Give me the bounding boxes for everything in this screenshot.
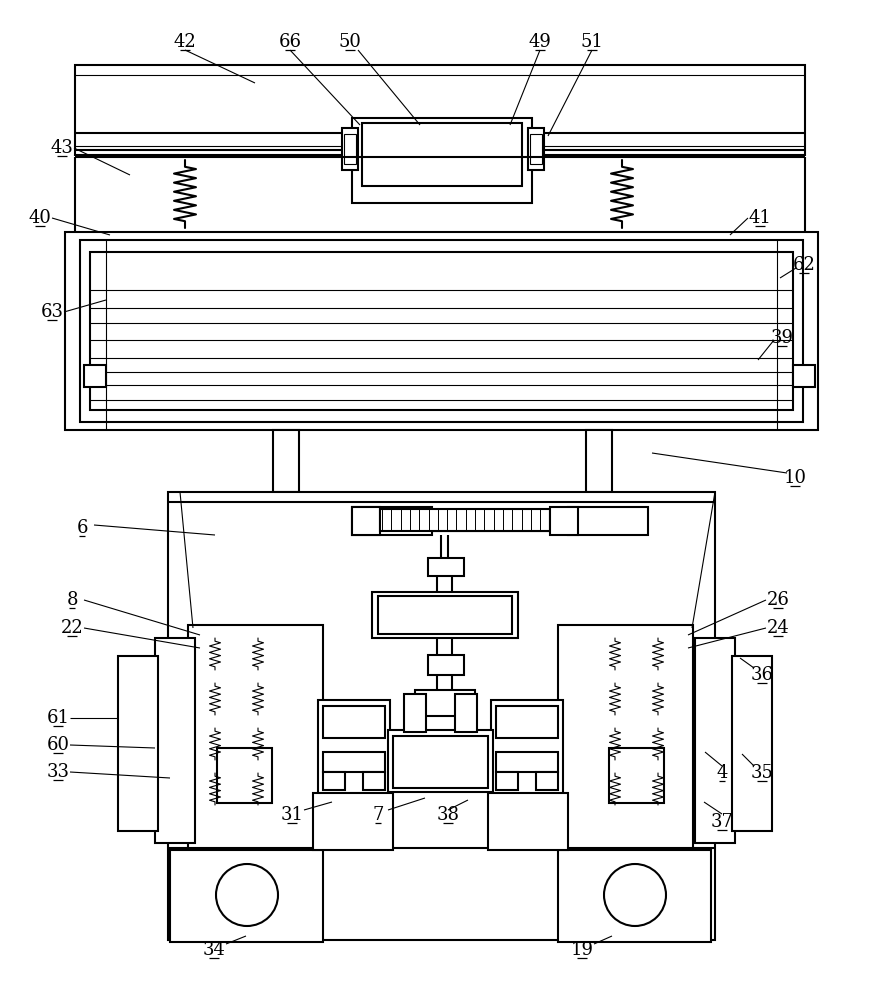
Text: 33: 33 xyxy=(47,763,70,781)
Bar xyxy=(323,752,385,772)
Bar xyxy=(155,638,195,843)
Text: 40: 40 xyxy=(28,209,51,227)
Text: 4: 4 xyxy=(716,764,728,782)
Text: 35: 35 xyxy=(751,764,774,782)
Bar xyxy=(352,507,432,535)
Bar xyxy=(496,706,558,738)
Bar xyxy=(342,128,358,170)
Text: 51: 51 xyxy=(580,33,603,51)
Text: 19: 19 xyxy=(570,941,593,959)
Bar xyxy=(393,736,488,788)
Bar xyxy=(90,252,793,410)
Bar xyxy=(732,656,772,831)
Bar xyxy=(404,694,426,732)
Text: 41: 41 xyxy=(749,209,772,227)
Text: 8: 8 xyxy=(66,591,78,609)
Text: 43: 43 xyxy=(50,139,73,157)
Bar xyxy=(793,365,815,387)
Bar xyxy=(558,625,693,850)
Bar xyxy=(530,134,542,164)
Bar xyxy=(188,625,323,850)
Bar xyxy=(80,240,803,422)
Bar xyxy=(568,507,648,535)
Bar xyxy=(586,430,612,492)
Bar xyxy=(217,748,272,803)
Text: 6: 6 xyxy=(76,519,87,537)
Bar xyxy=(496,772,518,790)
Bar xyxy=(609,748,664,803)
Bar xyxy=(455,694,477,732)
Bar xyxy=(428,655,464,675)
Bar xyxy=(550,507,578,535)
Bar xyxy=(344,134,356,164)
Bar xyxy=(84,365,106,387)
Bar xyxy=(363,772,385,790)
Text: 66: 66 xyxy=(278,33,301,51)
Bar xyxy=(536,772,558,790)
Text: 61: 61 xyxy=(47,709,70,727)
Bar xyxy=(428,558,464,576)
Text: 50: 50 xyxy=(338,33,361,51)
Text: 63: 63 xyxy=(41,303,64,321)
Text: 36: 36 xyxy=(751,666,774,684)
Bar xyxy=(380,509,550,531)
Text: 10: 10 xyxy=(783,469,806,487)
Text: 60: 60 xyxy=(47,736,70,754)
Text: 42: 42 xyxy=(174,33,196,51)
Text: 38: 38 xyxy=(436,806,459,824)
Bar xyxy=(695,638,735,843)
Bar xyxy=(558,850,711,942)
Text: 26: 26 xyxy=(766,591,789,609)
Bar xyxy=(352,507,380,535)
Text: 24: 24 xyxy=(766,619,789,637)
Bar xyxy=(388,730,493,792)
Bar xyxy=(432,511,568,531)
Bar xyxy=(323,706,385,738)
Bar xyxy=(273,430,299,492)
Bar xyxy=(65,232,818,430)
Bar xyxy=(75,65,805,155)
Bar xyxy=(352,118,532,203)
Text: 62: 62 xyxy=(793,256,815,274)
Text: 34: 34 xyxy=(202,941,225,959)
Bar xyxy=(496,752,558,772)
Bar xyxy=(528,128,544,170)
Bar xyxy=(488,793,568,850)
Bar xyxy=(118,656,158,831)
Bar xyxy=(415,690,475,716)
Bar xyxy=(372,592,518,638)
Bar xyxy=(491,700,563,795)
Bar xyxy=(378,596,512,634)
Bar xyxy=(362,123,522,186)
Text: 22: 22 xyxy=(61,619,83,637)
Bar xyxy=(168,492,715,940)
Bar xyxy=(318,700,390,795)
Text: 31: 31 xyxy=(281,806,304,824)
Bar xyxy=(170,850,323,942)
Text: 37: 37 xyxy=(711,813,734,831)
Text: 39: 39 xyxy=(771,329,794,347)
Bar xyxy=(323,772,345,790)
Text: 49: 49 xyxy=(529,33,552,51)
Bar xyxy=(313,793,393,850)
Text: 7: 7 xyxy=(373,806,384,824)
